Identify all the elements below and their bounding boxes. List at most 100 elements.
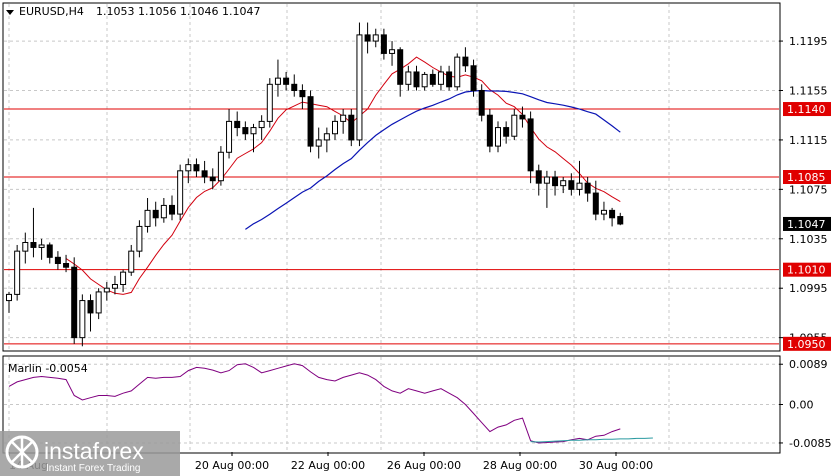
candle [274, 59, 281, 97]
candle-body-bear [486, 114, 493, 147]
candle-body-bull [340, 114, 347, 122]
candle [397, 47, 404, 97]
time-tick-label: 20 Aug 00:00 [195, 459, 269, 472]
candle-body-bear [87, 300, 94, 314]
candle [600, 201, 607, 221]
candle-body-bull [250, 127, 257, 135]
candle [111, 275, 118, 295]
candle-body-bear [462, 56, 469, 67]
candle-body-bull [495, 127, 501, 147]
candle-body-bull [258, 120, 265, 129]
candle-body-bear [152, 209, 159, 219]
candle-body-bear [169, 204, 175, 215]
candle-body-bear [364, 34, 371, 42]
oscillator-lines [8, 363, 653, 444]
candle [128, 244, 135, 276]
candle [315, 127, 322, 159]
candle [421, 71, 428, 91]
candle-body-bear [209, 176, 216, 182]
oscillator-main-line [8, 363, 621, 444]
candle [437, 65, 444, 91]
candle-body-bear [291, 83, 298, 91]
price-tick-label: 1.1115 [789, 134, 828, 147]
candle [356, 22, 363, 147]
candle-body-bull [144, 209, 151, 227]
candle-body-bull [389, 49, 396, 54]
candle-body-bear [201, 170, 208, 178]
candle [527, 111, 534, 184]
candle-body-bull [372, 34, 379, 42]
candle-body-bull [95, 291, 102, 314]
candle-body-bear [535, 170, 542, 184]
candle-body-bull [315, 139, 322, 147]
candle [372, 28, 379, 48]
candle-body-bear [63, 263, 70, 268]
candle [217, 146, 224, 186]
logo-brand: instaforex [44, 438, 144, 464]
candle [503, 121, 510, 144]
candle [201, 160, 208, 184]
time-tick-label: 30 Aug 00:00 [579, 459, 653, 472]
candle [519, 106, 526, 128]
candle [22, 232, 29, 264]
candle [136, 220, 143, 258]
candle [552, 170, 559, 196]
candle-body-bull [6, 293, 12, 302]
candle [446, 65, 453, 91]
candle-body-bull [600, 209, 607, 215]
candle-body-bull [38, 244, 45, 248]
candle-body-bull [274, 77, 281, 85]
level-price-label: 1.1085 [787, 171, 826, 184]
candle-body-bear [283, 77, 290, 85]
candle [568, 173, 575, 196]
price-tick-label: 1.1155 [789, 85, 828, 98]
candle-body-bull [437, 71, 444, 85]
candle [152, 201, 159, 227]
candle-body-bull [217, 151, 224, 182]
candle-body-bull [177, 170, 184, 215]
candle [54, 251, 61, 270]
logo-globe-meridians [11, 437, 33, 467]
candle [46, 242, 53, 264]
level-price-label: 1.0950 [787, 338, 826, 351]
candle [14, 244, 21, 301]
time-tick-label: 26 Aug 00:00 [387, 459, 461, 472]
candle-body-bull [111, 284, 118, 289]
candle [160, 198, 167, 223]
indicator-axis: 0.0089 0.00 -0.0085 [779, 358, 831, 450]
candle [169, 195, 175, 221]
candle [63, 254, 70, 273]
logo-tagline: Instant Forex Trading [46, 463, 141, 474]
candle [291, 74, 298, 97]
instaforex-logo: instaforex Instant Forex Trading [0, 431, 180, 476]
candle [511, 109, 518, 140]
candle [6, 291, 12, 313]
ind-tick-label: 0.0089 [789, 358, 828, 371]
candle [364, 22, 371, 54]
candle [592, 180, 599, 221]
candle-body-bull [22, 241, 29, 252]
candle [185, 158, 192, 184]
candle-body-bear [380, 34, 387, 54]
candle-body-bear [193, 164, 200, 172]
candle [495, 121, 501, 153]
candle-body-bull [356, 34, 363, 141]
candle-body-bear [617, 216, 624, 225]
candle [576, 160, 583, 196]
candle [258, 115, 265, 140]
candle [30, 207, 37, 258]
candle [478, 84, 485, 122]
candle-body-bull [103, 287, 110, 293]
candle-body-bear [609, 209, 616, 219]
candle-body-bear [397, 49, 404, 85]
price-tick-label: 1.1195 [789, 35, 828, 48]
price-tick-label: 1.0995 [789, 282, 828, 295]
candle-body-bear [348, 114, 355, 141]
candle [120, 269, 127, 292]
candle-body-bull [226, 120, 233, 153]
symbol-dropdown-icon[interactable] [6, 10, 14, 15]
candle [299, 84, 306, 110]
candle-body-bull [14, 250, 21, 295]
candle [87, 294, 94, 332]
candle-body-bear [234, 120, 241, 129]
